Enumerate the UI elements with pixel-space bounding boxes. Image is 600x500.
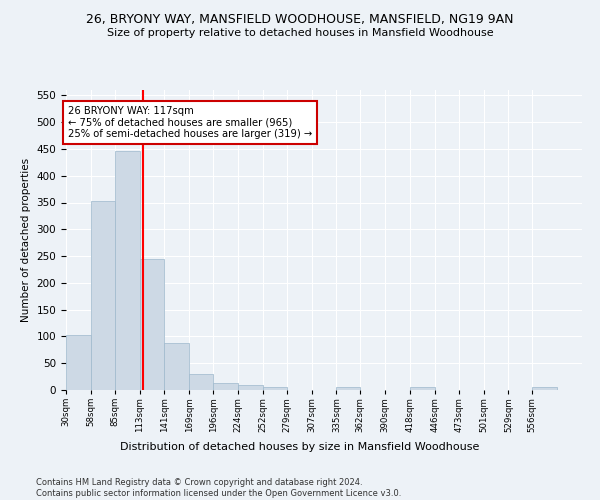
Bar [263, 388, 287, 390]
Bar [140, 259, 164, 390]
Text: Contains HM Land Registry data © Crown copyright and database right 2024.
Contai: Contains HM Land Registry data © Crown c… [36, 478, 401, 498]
Y-axis label: Number of detached properties: Number of detached properties [21, 158, 31, 322]
Bar [189, 374, 213, 390]
Bar [213, 382, 238, 390]
Bar [115, 150, 140, 390]
Bar [238, 385, 263, 390]
Text: Distribution of detached houses by size in Mansfield Woodhouse: Distribution of detached houses by size … [121, 442, 479, 452]
Text: Size of property relative to detached houses in Mansfield Woodhouse: Size of property relative to detached ho… [107, 28, 493, 38]
Bar [532, 388, 557, 390]
Bar [91, 201, 115, 390]
Bar [66, 335, 91, 390]
Text: 26, BRYONY WAY, MANSFIELD WOODHOUSE, MANSFIELD, NG19 9AN: 26, BRYONY WAY, MANSFIELD WOODHOUSE, MAN… [86, 12, 514, 26]
Bar [337, 388, 361, 390]
Bar [164, 343, 189, 390]
Text: 26 BRYONY WAY: 117sqm
← 75% of detached houses are smaller (965)
25% of semi-det: 26 BRYONY WAY: 117sqm ← 75% of detached … [68, 106, 312, 140]
Bar [410, 388, 435, 390]
